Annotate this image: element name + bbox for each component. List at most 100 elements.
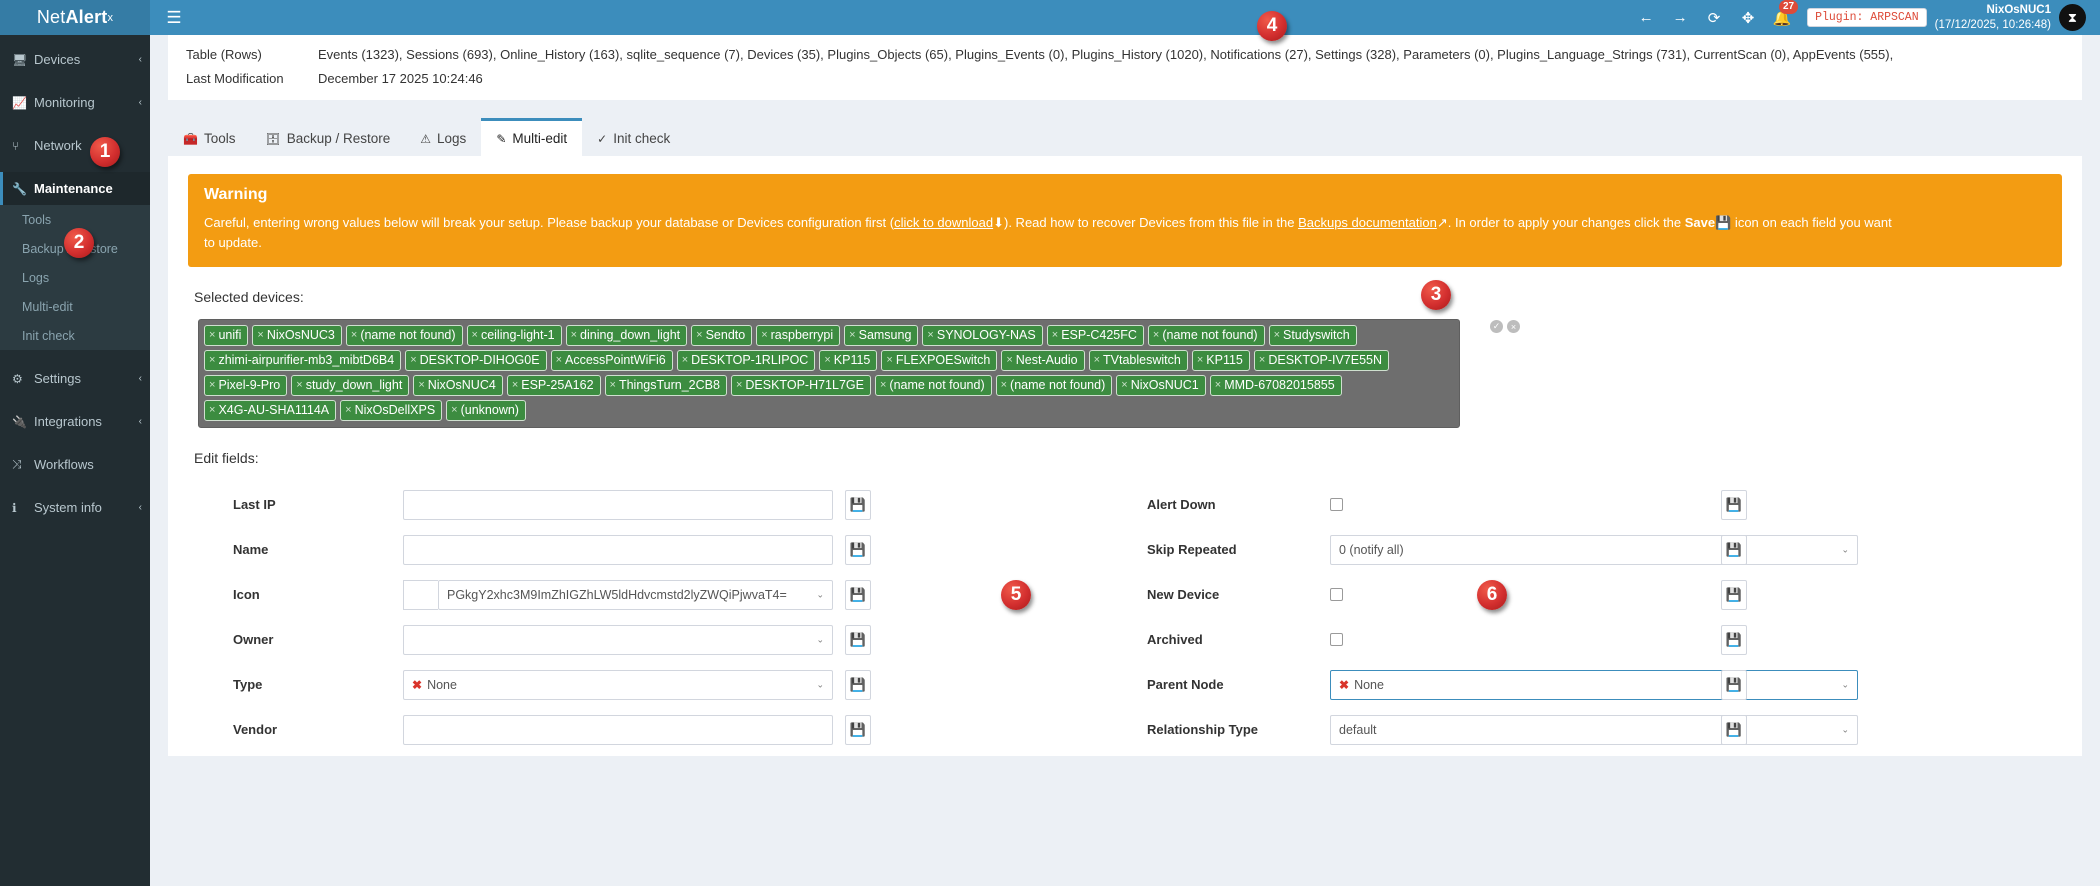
save-vendor-button[interactable]: 💾	[845, 714, 871, 745]
remove-chip-icon[interactable]: ×	[257, 329, 264, 342]
save-new-device-button[interactable]: 💾	[1721, 579, 1747, 610]
device-chip[interactable]: × SYNOLOGY-NAS	[922, 325, 1043, 347]
remove-chip-icon[interactable]: ×	[209, 354, 216, 367]
remove-chip-icon[interactable]: ×	[296, 379, 303, 392]
tab-tools[interactable]: 🧰 Tools	[168, 118, 250, 156]
device-chip[interactable]: × DESKTOP-H71L7GE	[730, 375, 871, 397]
sidebar-item-integrations[interactable]: 🔌 Integrations ‹	[0, 405, 150, 438]
sidebar-item-maintenance[interactable]: 🔧 Maintenance	[0, 172, 150, 205]
save-archived-button[interactable]: 💾	[1721, 624, 1747, 655]
select-all-icon[interactable]: ✓	[1490, 320, 1503, 334]
device-chip[interactable]: × (name not found)	[995, 375, 1113, 397]
download-link[interactable]: click to download	[894, 215, 994, 230]
remove-chip-icon[interactable]: ×	[1093, 354, 1101, 367]
last-ip-input[interactable]	[403, 489, 833, 520]
icon-select[interactable]: PGkgY2xhc3M9ImZhIGZhLW5ldHdvcmstd2lyZWQi…	[438, 579, 833, 610]
device-chip[interactable]: × (name not found)	[874, 375, 992, 397]
device-chip[interactable]: × KP115	[819, 350, 878, 372]
device-chip[interactable]: × NixOsNUC4	[413, 375, 503, 397]
save-owner-button[interactable]: 💾	[845, 624, 871, 655]
device-chip[interactable]: × Studyswitch	[1268, 325, 1357, 347]
skip-repeated-select[interactable]: 0 (notify all) ⌄	[1330, 534, 1858, 565]
device-chip[interactable]: × Pixel-9-Pro	[204, 375, 288, 397]
device-chip[interactable]: × AccessPointWiFi6	[550, 350, 673, 372]
backups-documentation-link[interactable]: Backups documentation	[1298, 215, 1437, 230]
device-chip[interactable]: × dining_down_light	[565, 325, 688, 347]
device-chip[interactable]: × DESKTOP-1RLIPOC	[676, 350, 816, 372]
type-select[interactable]: ✖ None ⌄	[403, 669, 833, 700]
device-chip[interactable]: × ThingsTurn_2CB8	[604, 375, 727, 397]
sidebar-subitem-multi-edit[interactable]: Multi-edit	[22, 299, 73, 314]
device-chip[interactable]: × ESP-25A162	[506, 375, 601, 397]
device-chip[interactable]: × unifi	[204, 325, 249, 347]
save-type-button[interactable]: 💾	[845, 669, 871, 700]
move-icon[interactable]: ✥	[1741, 9, 1755, 27]
remove-chip-icon[interactable]: ×	[1152, 329, 1160, 342]
device-chip[interactable]: × TVtableswitch	[1088, 350, 1188, 372]
clear-all-icon[interactable]: ×	[1507, 320, 1520, 334]
remove-chip-icon[interactable]: ×	[511, 379, 519, 392]
vendor-input[interactable]	[403, 714, 833, 745]
device-chip[interactable]: × ceiling-light-1	[466, 325, 562, 347]
device-chip[interactable]: × (name not found)	[345, 325, 463, 347]
device-chip[interactable]: × Samsung	[844, 325, 919, 347]
forward-arrow-icon[interactable]: →	[1672, 9, 1688, 26]
remove-chip-icon[interactable]: ×	[1000, 379, 1008, 392]
sidebar-item-devices[interactable]: 🖥 Devices ‹	[0, 43, 150, 76]
device-chip[interactable]: × MMD-67082015855	[1209, 375, 1342, 397]
sidebar-subitem-init-check[interactable]: Init check	[22, 328, 75, 343]
remove-chip-icon[interactable]: ×	[1214, 379, 1222, 392]
device-chip[interactable]: × NixOsNUC3	[252, 325, 342, 347]
relationship-type-select[interactable]: default ⌄	[1330, 714, 1858, 745]
save-icon-button[interactable]: 💾	[845, 579, 871, 610]
device-chip[interactable]: × raspberrypi	[756, 325, 841, 347]
remove-chip-icon[interactable]: ×	[849, 329, 856, 342]
remove-chip-icon[interactable]: ×	[761, 329, 768, 342]
device-chip[interactable]: × (name not found)	[1147, 325, 1265, 347]
remove-chip-icon[interactable]: ×	[735, 379, 743, 392]
remove-chip-icon[interactable]: ×	[1051, 329, 1059, 342]
refresh-icon[interactable]: ⟳	[1707, 9, 1721, 27]
archived-checkbox[interactable]	[1330, 633, 1343, 647]
back-arrow-icon[interactable]: ←	[1638, 9, 1654, 26]
remove-chip-icon[interactable]: ×	[418, 379, 425, 392]
selected-devices-box[interactable]: × unifi × NixOsNUC3 × (name not found) × ceilin…	[198, 319, 1460, 429]
remove-chip-icon[interactable]: ×	[1273, 329, 1280, 342]
device-chip[interactable]: × DESKTOP-DIHOG0E	[405, 350, 547, 372]
owner-select[interactable]: ⌄	[403, 624, 833, 655]
tab-backup-restore[interactable]: 🗄 Backup / Restore	[250, 118, 405, 156]
save-alert-down-button[interactable]: 💾	[1721, 489, 1747, 520]
remove-chip-icon[interactable]: ×	[555, 354, 562, 367]
device-chip[interactable]: × NixOsNUC1	[1116, 375, 1206, 397]
remove-chip-icon[interactable]: ×	[209, 379, 216, 392]
remove-chip-icon[interactable]: ×	[879, 379, 887, 392]
user-info[interactable]: NixOsNUC1 (17/12/2025, 10:26:48)	[1935, 3, 2051, 32]
app-logo[interactable]: Net Alert x	[0, 0, 150, 35]
save-parent-node-button[interactable]: 💾	[1721, 669, 1747, 700]
device-chip[interactable]: × Sendto	[691, 325, 753, 347]
remove-chip-icon[interactable]: ×	[927, 329, 934, 342]
sidebar-item-monitoring[interactable]: 📈 Monitoring ‹	[0, 86, 150, 119]
name-input[interactable]	[403, 534, 833, 565]
hamburger-icon[interactable]: ☰	[166, 7, 182, 27]
device-chip[interactable]: × zhimi-airpurifier-mb3_mibtD6B4	[204, 350, 402, 372]
remove-chip-icon[interactable]: ×	[1196, 354, 1204, 367]
save-last-ip-button[interactable]: 💾	[845, 489, 871, 520]
save-relationship-type-button[interactable]: 💾	[1721, 714, 1747, 745]
remove-chip-icon[interactable]: ×	[209, 404, 216, 417]
remove-chip-icon[interactable]: ×	[209, 329, 216, 342]
remove-chip-icon[interactable]: ×	[609, 379, 616, 392]
sidebar-item-network[interactable]: ⑂ Network	[0, 129, 150, 162]
sidebar-item-workflows[interactable]: ⤨ Workflows	[0, 448, 150, 481]
device-chip[interactable]: × DESKTOP-IV7E55N	[1253, 350, 1390, 372]
remove-chip-icon[interactable]: ×	[350, 329, 358, 342]
sidebar-subitem-logs[interactable]: Logs	[22, 270, 50, 285]
device-chip[interactable]: × Nest-Audio	[1001, 350, 1085, 372]
avatar[interactable]: ⧗	[2059, 4, 2086, 31]
save-skip-repeated-button[interactable]: 💾	[1721, 534, 1747, 565]
remove-chip-icon[interactable]: ×	[451, 404, 458, 417]
remove-chip-icon[interactable]: ×	[570, 329, 578, 342]
new-device-checkbox[interactable]	[1330, 588, 1343, 602]
device-chip[interactable]: × ESP-C425FC	[1046, 325, 1144, 347]
remove-chip-icon[interactable]: ×	[471, 329, 478, 342]
